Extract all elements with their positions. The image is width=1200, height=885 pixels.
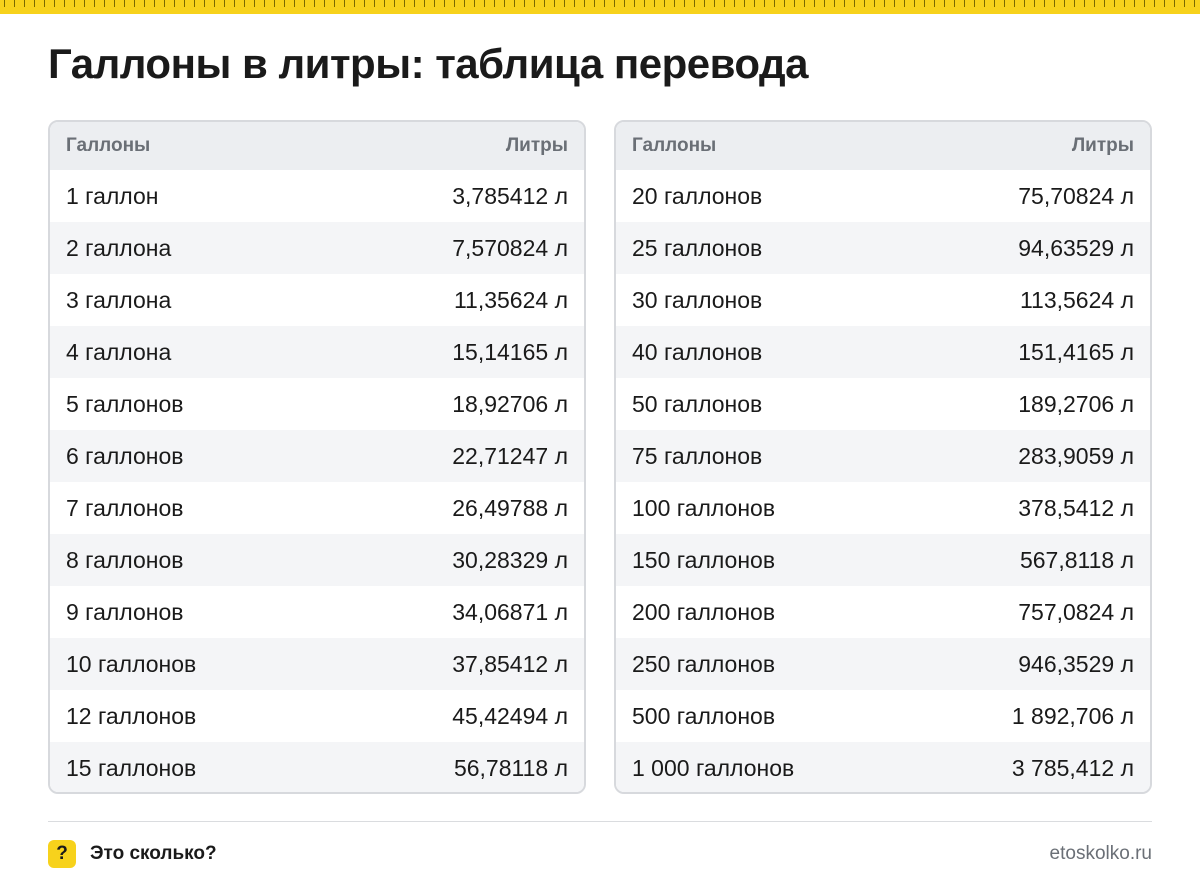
table-body: 20 галлонов 75,70824 л 25 галлонов 94,63529…: [616, 170, 1150, 792]
footer-divider: [48, 821, 1152, 822]
table-row: 40 галлонов 151,4165 л: [616, 326, 1150, 378]
gallons-cell: 2 галлона: [66, 234, 172, 261]
gallons-cell: 3 галлона: [66, 286, 172, 313]
gallons-cell: 9 галлонов: [66, 598, 184, 625]
page-title: Галлоны в литры: таблица перевода: [48, 40, 809, 87]
table-header: Галлоны Литры: [50, 122, 584, 170]
table-row: 25 галлонов 94,63529 л: [616, 222, 1150, 274]
table-row: 9 галлонов 34,06871 л: [50, 586, 584, 638]
header-liters: Литры: [505, 135, 568, 156]
liters-cell: 3,785412 л: [452, 182, 568, 209]
liters-cell: 22,71247 л: [452, 442, 568, 469]
liters-cell: 3 785,412 л: [1011, 754, 1134, 781]
gallons-cell: 30 галлонов: [632, 286, 763, 313]
table-body: 1 галлон 3,785412 л 2 галлона 7,570824 л 3 г…: [50, 170, 584, 792]
table-row: 3 галлона 11,35624 л: [50, 274, 584, 326]
header-liters: Литры: [1071, 135, 1134, 156]
table-row: 7 галлонов 26,49788 л: [50, 482, 584, 534]
liters-cell: 567,8118 л: [1019, 546, 1134, 573]
gallons-cell: 75 галлонов: [632, 442, 763, 469]
table-row: 50 галлонов 189,2706 л: [616, 378, 1150, 430]
liters-cell: 18,92706 л: [452, 390, 568, 417]
gallons-cell: 15 галлонов: [66, 754, 197, 781]
liters-cell: 37,85412 л: [452, 650, 568, 677]
liters-cell: 34,06871 л: [452, 598, 568, 625]
liters-cell: 75,70824 л: [1018, 182, 1134, 209]
question-mark-icon: ?: [48, 840, 76, 868]
table-row: 30 галлонов 113,5624 л: [616, 274, 1150, 326]
gallons-cell: 150 галлонов: [632, 546, 776, 573]
liters-cell: 56,78118 л: [453, 754, 568, 781]
gallons-cell: 5 галлонов: [66, 390, 184, 417]
table-row: 150 галлонов 567,8118 л: [616, 534, 1150, 586]
table-row: 100 галлонов 378,5412 л: [616, 482, 1150, 534]
liters-cell: 11,35624 л: [453, 286, 568, 313]
liters-cell: 7,570824 л: [452, 234, 568, 261]
gallons-cell: 4 галлона: [66, 338, 172, 365]
gallons-cell: 7 галлонов: [66, 494, 184, 521]
conversion-table-right: Галлоны Литры 20 галлонов 75,70824 л 25 га…: [614, 120, 1152, 794]
footer-brand: ? Это сколько?: [48, 840, 217, 868]
header-gallons: Галлоны: [632, 135, 717, 156]
liters-cell: 45,42494 л: [452, 702, 568, 729]
gallons-cell: 12 галлонов: [66, 702, 197, 729]
header-gallons: Галлоны: [66, 135, 151, 156]
liters-cell: 94,63529 л: [1018, 234, 1134, 261]
site-url: etoskolko.ru: [1049, 843, 1152, 864]
table-row: 8 галлонов 30,28329 л: [50, 534, 584, 586]
liters-cell: 946,3529 л: [1018, 650, 1134, 677]
table-row: 15 галлонов 56,78118 л: [50, 742, 584, 792]
gallons-cell: 250 галлонов: [632, 650, 776, 677]
table-row: 1 галлон 3,785412 л: [50, 170, 584, 222]
table-row: 500 галлонов 1 892,706 л: [616, 690, 1150, 742]
liters-cell: 15,14165 л: [452, 338, 568, 365]
gallons-cell: 25 галлонов: [632, 234, 763, 261]
gallons-cell: 50 галлонов: [632, 390, 763, 417]
liters-cell: 151,4165 л: [1018, 338, 1134, 365]
table-row: 12 галлонов 45,42494 л: [50, 690, 584, 742]
liters-cell: 113,5624 л: [1019, 286, 1134, 313]
gallons-cell: 6 галлонов: [66, 442, 184, 469]
table-row: 20 галлонов 75,70824 л: [616, 170, 1150, 222]
gallons-cell: 40 галлонов: [632, 338, 763, 365]
gallons-cell: 8 галлонов: [66, 546, 184, 573]
table-row: 200 галлонов 757,0824 л: [616, 586, 1150, 638]
table-row: 4 галлона 15,14165 л: [50, 326, 584, 378]
table-row: 10 галлонов 37,85412 л: [50, 638, 584, 690]
table-row: 5 галлонов 18,92706 л: [50, 378, 584, 430]
ruler-strip: [0, 0, 1200, 14]
gallons-cell: 200 галлонов: [632, 598, 776, 625]
liters-cell: 189,2706 л: [1018, 390, 1134, 417]
conversion-table-left: Галлоны Литры 1 галлон 3,785412 л 2 галлон…: [48, 120, 586, 794]
gallons-cell: 1 галлон: [66, 182, 159, 209]
liters-cell: 26,49788 л: [452, 494, 568, 521]
liters-cell: 1 892,706 л: [1011, 702, 1134, 729]
table-header: Галлоны Литры: [616, 122, 1150, 170]
gallons-cell: 10 галлонов: [66, 650, 197, 677]
table-row: 6 галлонов 22,71247 л: [50, 430, 584, 482]
table-row: 75 галлонов 283,9059 л: [616, 430, 1150, 482]
table-row: 1 000 галлонов 3 785,412 л: [616, 742, 1150, 792]
gallons-cell: 20 галлонов: [632, 182, 763, 209]
liters-cell: 283,9059 л: [1018, 442, 1134, 469]
gallons-cell: 500 галлонов: [632, 702, 776, 729]
table-row: 250 галлонов 946,3529 л: [616, 638, 1150, 690]
brand-name: Это сколько?: [90, 843, 217, 864]
liters-cell: 757,0824 л: [1018, 598, 1134, 625]
table-row: 2 галлона 7,570824 л: [50, 222, 584, 274]
gallons-cell: 100 галлонов: [632, 494, 776, 521]
gallons-cell: 1 000 галлонов: [632, 754, 795, 781]
liters-cell: 30,28329 л: [452, 546, 568, 573]
liters-cell: 378,5412 л: [1018, 494, 1134, 521]
